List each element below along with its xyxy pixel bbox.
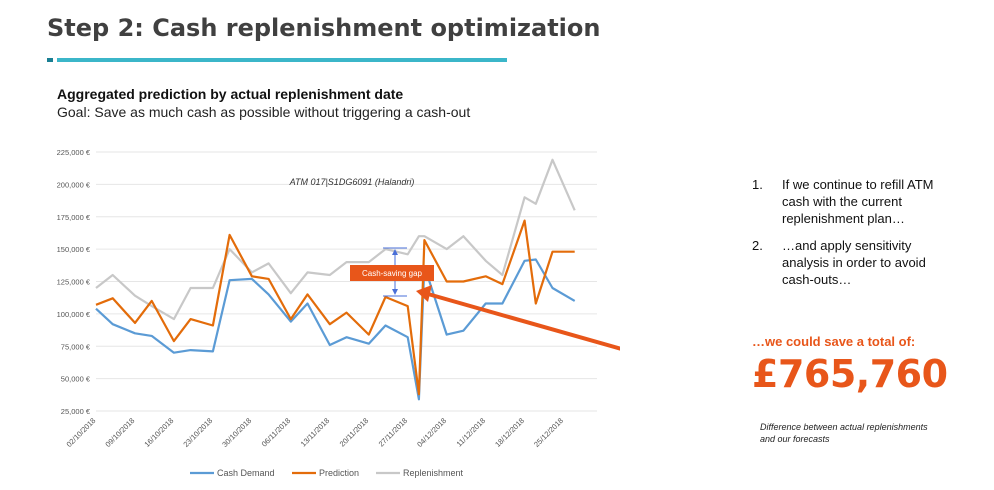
chart-legend: Cash Demand Prediction Replenishment <box>190 468 464 478</box>
x-tick-label: 04/12/2018 <box>415 416 448 449</box>
y-tick-label: 200,000 € <box>57 180 91 189</box>
chart-inner-title: ATM 017|S1DG6091 (Halandri) <box>289 177 415 187</box>
chart-series <box>95 158 576 401</box>
page-title: Step 2: Cash replenishment optimization <box>47 14 601 42</box>
gap-arrow-down <box>392 289 398 295</box>
legend-item: Replenishment <box>376 468 464 478</box>
series-line-prediction <box>95 219 575 396</box>
legend-label: Replenishment <box>403 468 464 478</box>
x-tick-label: 13/11/2018 <box>299 416 332 449</box>
finding-number: 1. <box>752 177 763 192</box>
chart-gridlines <box>96 151 597 412</box>
pointer-arrow-head <box>416 285 432 302</box>
savings-intro: …we could save a total of: <box>752 334 916 349</box>
gap-label: Cash-saving gap <box>362 269 423 278</box>
y-tick-label: 150,000 € <box>57 245 91 254</box>
series-line-replenishment <box>95 158 576 321</box>
y-axis-ticks: 25,000 € 50,000 € 75,000 € 100,000 € 125,000… <box>57 148 91 416</box>
y-tick-label: 25,000 € <box>61 407 91 416</box>
finding-item: 1. If we continue to refill ATM cash wit… <box>752 176 952 227</box>
y-tick-label: 225,000 € <box>57 148 91 157</box>
title-underline-accent <box>47 58 53 62</box>
legend-item: Prediction <box>292 468 359 478</box>
x-tick-label: 02/10/2018 <box>65 416 98 449</box>
cash-saving-gap-annotation: Cash-saving gap <box>350 247 434 297</box>
x-tick-label: 27/11/2018 <box>377 416 410 449</box>
legend-item: Cash Demand <box>190 468 275 478</box>
x-tick-label: 23/10/2018 <box>181 416 214 449</box>
y-tick-label: 175,000 € <box>57 213 91 222</box>
findings-list: 1. If we continue to refill ATM cash wit… <box>752 176 952 298</box>
savings-amount: £765,760 <box>752 352 948 396</box>
y-tick-label: 125,000 € <box>57 278 91 287</box>
gap-label-box <box>350 265 434 281</box>
title-underline-line <box>57 58 507 62</box>
finding-text: If we continue to refill ATM cash with t… <box>782 177 934 226</box>
finding-text: …and apply sensitivity analysis in order… <box>782 238 926 287</box>
y-tick-label: 50,000 € <box>61 375 91 384</box>
x-tick-label: 16/10/2018 <box>142 416 175 449</box>
footnote: Difference between actual replenishments… <box>760 422 928 444</box>
finding-number: 2. <box>752 238 763 253</box>
x-tick-label: 18/12/2018 <box>493 416 526 449</box>
x-tick-label: 09/10/2018 <box>103 416 136 449</box>
chart-subtitle: Goal: Save as much cash as possible with… <box>57 104 471 120</box>
pointer-arrow <box>416 285 620 351</box>
x-tick-label: 20/11/2018 <box>338 416 371 449</box>
finding-item: 2. …and apply sensitivity analysis in or… <box>752 237 952 288</box>
title-underline <box>47 58 507 62</box>
y-tick-label: 75,000 € <box>61 342 91 351</box>
pointer-arrow-shaft <box>427 292 620 351</box>
chart-heading: Aggregated prediction by actual replenis… <box>57 86 404 102</box>
gap-arrow-up <box>392 249 398 255</box>
y-tick-label: 100,000 € <box>57 310 91 319</box>
series-line-cash-demand <box>95 258 576 401</box>
x-tick-label: 11/12/2018 <box>455 416 488 449</box>
line-chart: 25,000 € 50,000 € 75,000 € 100,000 € 125,000… <box>57 148 620 478</box>
x-tick-label: 25/12/2018 <box>532 416 565 449</box>
x-axis-ticks: 02/10/2018 09/10/2018 16/10/2018 23/10/2018… <box>65 416 566 449</box>
x-tick-label: 06/11/2018 <box>260 416 293 449</box>
legend-label: Prediction <box>319 468 359 478</box>
legend-label: Cash Demand <box>217 468 275 478</box>
x-tick-label: 30/10/2018 <box>220 416 253 449</box>
